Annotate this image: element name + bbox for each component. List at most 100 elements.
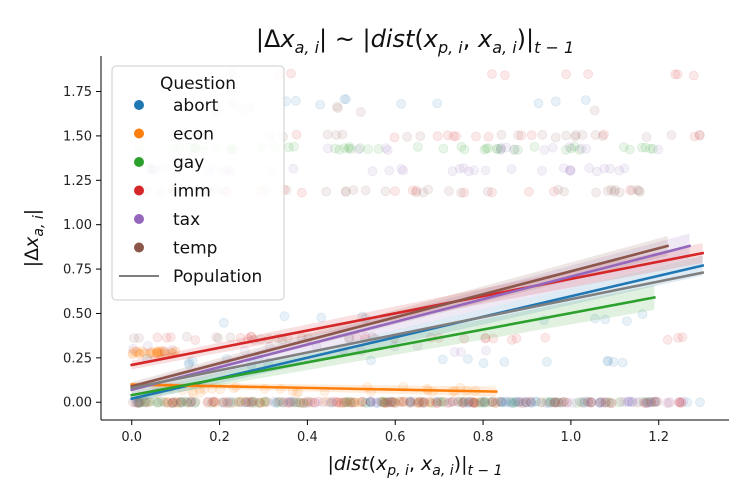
scatter-point-gay bbox=[492, 143, 503, 154]
legend-label: econ bbox=[173, 125, 214, 145]
scatter-point-gay bbox=[479, 144, 490, 155]
legend-entry-econ: econ bbox=[134, 125, 214, 145]
scatter-point-temp bbox=[332, 101, 342, 112]
scatter-point-imm bbox=[331, 397, 342, 408]
scatter-point-econ bbox=[386, 396, 397, 407]
scatter-point-gay bbox=[561, 144, 571, 155]
scatter-point-imm bbox=[293, 397, 304, 408]
scatter-point-tax bbox=[382, 145, 393, 156]
scatter-point-imm bbox=[447, 396, 458, 407]
scatter-point-tax bbox=[674, 397, 684, 407]
scatter-point-tax bbox=[495, 396, 505, 407]
scatter-point-imm bbox=[161, 332, 172, 343]
scatter-point-tax bbox=[322, 143, 333, 154]
scatter-point-imm bbox=[646, 397, 657, 408]
scatter-point-abort bbox=[557, 397, 567, 408]
scatter-point-abort bbox=[190, 397, 201, 408]
scatter-point-imm bbox=[469, 397, 480, 408]
scatter-point-temp bbox=[414, 397, 424, 408]
scatter-point-abort bbox=[617, 357, 628, 368]
scatter-point-tax bbox=[268, 396, 279, 407]
scatter-point-gay bbox=[291, 397, 302, 408]
scatter-point-imm bbox=[313, 396, 324, 407]
scatter-point-tax bbox=[544, 398, 555, 408]
scatter-point-gay bbox=[569, 141, 580, 152]
scatter-point-temp bbox=[409, 396, 420, 407]
scatter-point-temp bbox=[284, 397, 295, 408]
scatter-point-temp bbox=[158, 396, 169, 407]
scatter-point-tax bbox=[537, 165, 547, 176]
scatter-point-imm bbox=[596, 397, 606, 408]
scatter-point-tax bbox=[288, 163, 299, 174]
scatter-point-imm bbox=[331, 397, 342, 407]
scatter-point-gay bbox=[140, 396, 151, 407]
scatter-point-imm bbox=[550, 396, 560, 407]
scatter-point-gay bbox=[509, 144, 519, 155]
scatter-point-tax bbox=[227, 397, 238, 408]
scatter-point-imm bbox=[365, 396, 376, 407]
scatter-point-abort bbox=[501, 396, 512, 407]
scatter-point-imm bbox=[688, 70, 699, 81]
scatter-point-imm bbox=[298, 398, 309, 408]
scatter-point-econ bbox=[190, 396, 201, 407]
scatter-point-temp bbox=[571, 129, 581, 140]
scatter-point-tax bbox=[278, 397, 289, 408]
scatter-point-gay bbox=[295, 397, 305, 408]
scatter-point-temp bbox=[321, 186, 332, 197]
scatter-point-econ bbox=[132, 346, 143, 357]
scatter-point-temp bbox=[635, 186, 645, 197]
scatter-point-temp bbox=[415, 396, 426, 407]
scatter-point-tax bbox=[481, 345, 491, 356]
scatter-point-abort bbox=[497, 397, 508, 408]
scatter-point-gay bbox=[378, 396, 388, 407]
x-tick-label: 0.2 bbox=[209, 430, 230, 445]
scatter-point-abort bbox=[478, 358, 489, 369]
scatter-point-imm bbox=[480, 333, 491, 344]
scatter-point-econ bbox=[259, 396, 270, 407]
scatter-point-imm bbox=[451, 131, 462, 142]
scatter-point-gay bbox=[255, 397, 266, 408]
scatter-point-temp bbox=[616, 396, 627, 407]
scatter-point-temp bbox=[134, 397, 145, 408]
scatter-point-abort bbox=[622, 316, 632, 327]
scatter-point-imm bbox=[674, 397, 685, 408]
scatter-point-temp bbox=[448, 396, 459, 407]
scatter-point-tax bbox=[396, 163, 407, 174]
scatter-point-tax bbox=[240, 397, 251, 408]
legend-dot-marker bbox=[134, 214, 144, 224]
scatter-point-tax bbox=[619, 397, 630, 407]
scatter-point-econ bbox=[162, 397, 173, 408]
scatter-point-gay bbox=[645, 143, 656, 154]
scatter-point-imm bbox=[480, 333, 491, 343]
scatter-point-tax bbox=[219, 397, 230, 408]
scatter-point-econ bbox=[210, 396, 221, 407]
scatter-point-imm bbox=[583, 396, 594, 407]
scatter-point-abort bbox=[365, 397, 376, 408]
scatter-point-abort bbox=[366, 397, 377, 408]
scatter-point-econ bbox=[145, 348, 156, 359]
scatter-point-gay bbox=[341, 397, 351, 408]
scatter-point-temp bbox=[490, 398, 501, 408]
scatter-point-gay bbox=[535, 397, 546, 408]
scatter-point-temp bbox=[604, 398, 615, 409]
scatter-point-gay bbox=[483, 143, 494, 154]
scatter-point-imm bbox=[328, 396, 339, 407]
scatter-point-abort bbox=[437, 354, 448, 365]
scatter-point-tax bbox=[539, 145, 550, 155]
scatter-point-abort bbox=[286, 397, 297, 408]
scatter-point-tax bbox=[176, 397, 187, 408]
y-axis-label: |Δxa, i| bbox=[21, 209, 47, 267]
scatter-point-gay bbox=[373, 143, 384, 154]
scatter-point-econ bbox=[322, 396, 333, 407]
x-axis-label: |dist(xp, i, xa, i)|t − 1 bbox=[327, 453, 502, 479]
scatter-point-imm bbox=[673, 332, 683, 343]
scatter-point-temp bbox=[513, 397, 524, 408]
scatter-point-temp bbox=[402, 131, 413, 142]
scatter-point-imm bbox=[689, 131, 700, 142]
scatter-point-abort bbox=[580, 397, 590, 408]
scatter-point-tax bbox=[521, 397, 532, 408]
scatter-point-abort bbox=[217, 397, 228, 408]
scatter-point-gay bbox=[405, 397, 416, 408]
scatter-point-imm bbox=[390, 186, 400, 197]
scatter-point-gay bbox=[618, 142, 629, 153]
